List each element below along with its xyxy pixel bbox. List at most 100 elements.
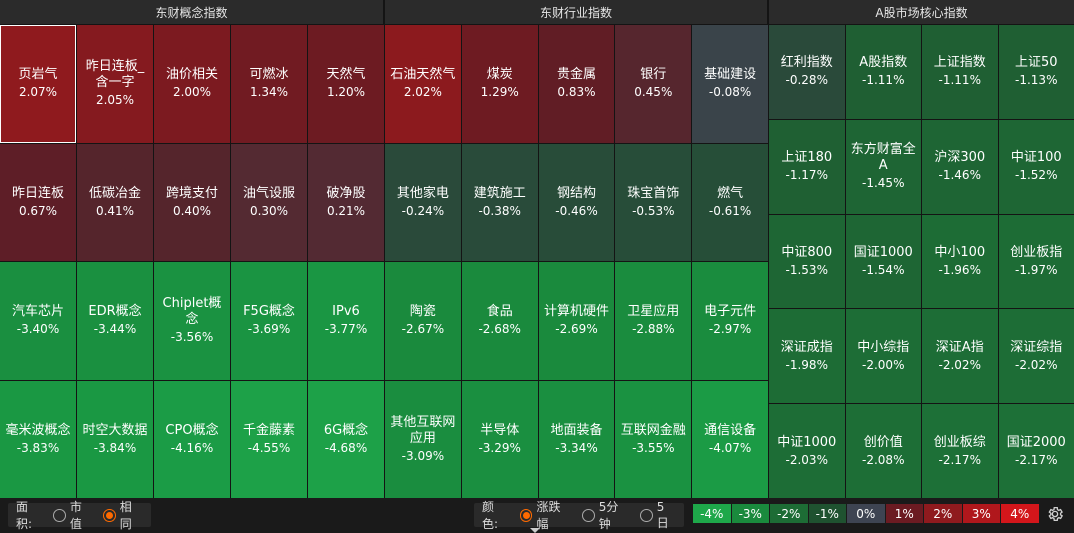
- tile-name: 通信设备: [704, 422, 757, 438]
- index-tile[interactable]: 中小100 -1.96%: [922, 214, 998, 309]
- tile-name: 可燃冰: [249, 67, 289, 83]
- index-tile[interactable]: 珠宝首饰 -0.53%: [615, 143, 692, 261]
- index-tile[interactable]: 沪深300 -1.46%: [922, 119, 998, 214]
- index-tile[interactable]: 银行 0.45%: [615, 25, 692, 143]
- index-tile[interactable]: 东方财富全A -1.45%: [845, 119, 921, 214]
- index-tile[interactable]: 毫米波概念 -3.83%: [0, 380, 76, 498]
- index-tile[interactable]: 上证指数 -1.11%: [922, 25, 998, 119]
- section-title: 东财概念指数: [155, 5, 228, 20]
- area-option-equal[interactable]: 相同: [103, 498, 143, 532]
- index-tile[interactable]: 6G概念 -4.68%: [308, 380, 384, 498]
- index-tile[interactable]: 天然气 1.20%: [308, 25, 384, 143]
- index-tile[interactable]: 昨日连板_含一字 2.05%: [77, 25, 153, 143]
- index-tile[interactable]: 半导体 -3.29%: [461, 380, 538, 498]
- tile-change: -1.11%: [862, 73, 905, 88]
- color-option-change[interactable]: 涨跌幅: [519, 498, 572, 532]
- tile-name: 红利指数: [780, 55, 833, 71]
- tile-name: 汽车芯片: [11, 304, 64, 320]
- tile-name: 中证1000: [777, 434, 837, 450]
- tile-name: 页岩气: [18, 67, 58, 83]
- index-tile[interactable]: 深证A指 -2.02%: [922, 309, 998, 404]
- tile-change: -1.98%: [785, 357, 828, 372]
- tile-change: -0.61%: [708, 203, 752, 218]
- index-tile[interactable]: 国证2000 -2.17%: [998, 404, 1074, 498]
- index-tile[interactable]: 贵金属 0.83%: [538, 25, 615, 143]
- index-tile[interactable]: 油气设服 0.30%: [231, 143, 307, 261]
- tile-change: -1.52%: [1015, 168, 1058, 183]
- index-tile[interactable]: 创业板指 -1.97%: [998, 214, 1074, 309]
- index-tile[interactable]: 深证成指 -1.98%: [769, 309, 845, 404]
- index-tile[interactable]: Chiplet概念 -3.56%: [154, 262, 230, 380]
- tile-name: 中小综指: [857, 339, 910, 355]
- tile-name: 昨日连板: [11, 185, 64, 201]
- index-tile[interactable]: 陶瓷 -2.67%: [385, 262, 461, 380]
- tile-change: -2.88%: [632, 322, 675, 337]
- tile-change: -3.29%: [478, 440, 521, 455]
- tile-name: Chiplet概念: [162, 296, 222, 328]
- index-tile[interactable]: 电子元件 -2.97%: [692, 262, 768, 380]
- index-tile[interactable]: 时空大数据 -3.84%: [77, 380, 153, 498]
- index-tile[interactable]: F5G概念 -3.69%: [231, 262, 307, 380]
- index-tile[interactable]: 跨境支付 0.40%: [154, 143, 230, 261]
- tile-change: 0.41%: [95, 203, 135, 218]
- index-tile[interactable]: 中小综指 -2.00%: [845, 309, 921, 404]
- index-tile[interactable]: 国证1000 -1.54%: [845, 214, 921, 309]
- tile-name: 千金藤素: [242, 422, 295, 438]
- index-tile[interactable]: 中证1000 -2.03%: [769, 404, 845, 498]
- index-tile[interactable]: IPv6 -3.77%: [308, 262, 384, 380]
- index-tile[interactable]: 煤炭 1.29%: [461, 25, 538, 143]
- index-tile[interactable]: 通信设备 -4.07%: [692, 380, 768, 498]
- index-tile[interactable]: 卫星应用 -2.88%: [615, 262, 692, 380]
- index-tile[interactable]: EDR概念 -3.44%: [77, 262, 153, 380]
- index-tile[interactable]: 钢结构 -0.46%: [538, 143, 615, 261]
- index-tile[interactable]: 互联网金融 -3.55%: [615, 380, 692, 498]
- index-tile[interactable]: 页岩气 2.07%: [0, 25, 76, 143]
- tile-change: -2.97%: [708, 322, 752, 337]
- tile-change: -4.55%: [247, 440, 291, 455]
- tile-change: -1.53%: [785, 262, 828, 277]
- index-tile[interactable]: 建筑施工 -0.38%: [461, 143, 538, 261]
- tile-change: 0.45%: [634, 85, 673, 100]
- index-tile[interactable]: 深证综指 -2.02%: [998, 309, 1074, 404]
- gear-icon[interactable]: [1046, 505, 1064, 523]
- area-option-market-cap[interactable]: 市值: [53, 498, 93, 532]
- index-tile[interactable]: 中证100 -1.52%: [998, 119, 1074, 214]
- index-tile[interactable]: 汽车芯片 -3.40%: [0, 262, 76, 380]
- index-tile[interactable]: 其他家电 -0.24%: [385, 143, 461, 261]
- section-header-concept: 东财概念指数: [0, 0, 384, 24]
- index-tile[interactable]: 创价值 -2.08%: [845, 404, 921, 498]
- index-tile[interactable]: 基础建设 -0.08%: [692, 25, 768, 143]
- color-control: 颜色: 涨跌幅 5分钟 5日: [474, 500, 684, 531]
- index-tile[interactable]: 昨日连板 0.67%: [0, 143, 76, 261]
- tile-name: 建筑施工: [473, 185, 526, 201]
- index-tile[interactable]: 计算机硬件 -2.69%: [538, 262, 615, 380]
- index-tile[interactable]: A股指数 -1.11%: [845, 25, 921, 119]
- index-tile[interactable]: 燃气 -0.61%: [692, 143, 768, 261]
- tile-change: -2.03%: [785, 452, 828, 467]
- index-tile[interactable]: 油价相关 2.00%: [154, 25, 230, 143]
- index-tile[interactable]: 可燃冰 1.34%: [231, 25, 307, 143]
- radio-label: 市值: [69, 500, 82, 531]
- index-tile[interactable]: 低碳冶金 0.41%: [77, 143, 153, 261]
- tile-change: -0.08%: [708, 85, 752, 100]
- index-tile[interactable]: 创业板综 -2.17%: [922, 404, 998, 498]
- index-tile[interactable]: 千金藤素 -4.55%: [231, 380, 307, 498]
- color-option-5day[interactable]: 5日: [639, 500, 676, 531]
- index-tile[interactable]: 上证50 -1.13%: [998, 25, 1074, 119]
- index-tile[interactable]: 地面装备 -3.34%: [538, 380, 615, 498]
- index-tile[interactable]: 食品 -2.68%: [461, 262, 538, 380]
- index-tile[interactable]: 其他互联网应用 -3.09%: [385, 380, 461, 498]
- radio-label: 相同: [119, 500, 132, 531]
- index-tile[interactable]: 破净股 0.21%: [308, 143, 384, 261]
- index-tile[interactable]: 石油天然气 2.02%: [385, 25, 461, 143]
- radio-icon: [103, 508, 116, 522]
- color-option-5min[interactable]: 5分钟: [581, 498, 630, 532]
- index-tile[interactable]: 红利指数 -0.28%: [769, 25, 845, 119]
- tile-change: -3.34%: [555, 440, 598, 455]
- index-tile[interactable]: CPO概念 -4.16%: [154, 380, 230, 498]
- index-tile[interactable]: 中证800 -1.53%: [769, 214, 845, 309]
- tile-name: 沪深300: [934, 150, 986, 166]
- tile-name: 国证2000: [1006, 434, 1066, 450]
- index-tile[interactable]: 上证180 -1.17%: [769, 119, 845, 214]
- caret-down-icon[interactable]: [530, 528, 540, 533]
